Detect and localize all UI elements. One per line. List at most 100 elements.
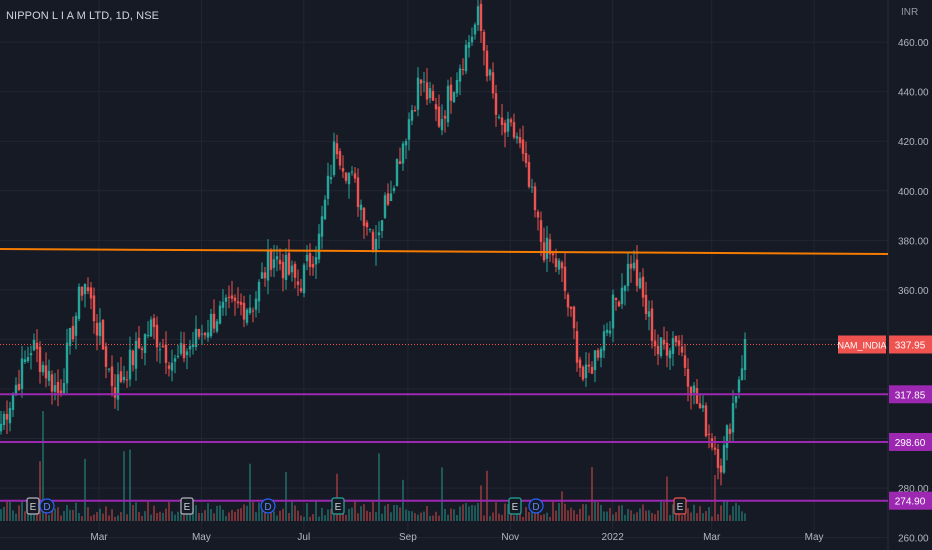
volume-bar [735, 502, 737, 521]
candle-body [518, 137, 522, 144]
volume-bar [498, 513, 500, 521]
candle-body [41, 364, 45, 373]
candle-body [347, 172, 351, 185]
volume-bar [207, 503, 209, 521]
candle-body [740, 368, 744, 381]
volume-bar [84, 458, 86, 521]
candle-body [110, 366, 114, 387]
candle-body [83, 283, 87, 295]
volume-bar [267, 514, 269, 521]
volume-bar [477, 503, 479, 521]
candle-body [635, 259, 639, 286]
volume-bar [594, 501, 596, 521]
candle-body [725, 425, 729, 448]
y-tick-label: 360.00 [898, 286, 929, 297]
candle-body [146, 335, 150, 337]
candle-body [545, 237, 549, 259]
candle-body [476, 6, 480, 25]
volume-bar [180, 511, 182, 521]
volume-bar [669, 515, 671, 521]
candle-body [698, 403, 702, 409]
candle-body [734, 395, 738, 403]
volume-bar [243, 504, 245, 521]
y-tick-label: 460.00 [898, 38, 929, 49]
volume-bar [303, 516, 305, 521]
y-tick-label: 380.00 [898, 236, 929, 247]
volume-bar [396, 505, 398, 521]
candle-body [629, 263, 633, 269]
candle-body [8, 408, 12, 424]
y-tick-label: 420.00 [898, 137, 929, 148]
candle-body [86, 287, 90, 292]
candle-body [695, 388, 699, 404]
volume-bar [714, 474, 716, 521]
volume-bar [153, 505, 155, 521]
candle-body [662, 339, 666, 345]
volume-bar [723, 501, 725, 521]
candle-body [119, 371, 123, 382]
volume-bar [354, 501, 356, 521]
candle-body [470, 36, 474, 43]
volume-bar [702, 513, 704, 521]
volume-bar [423, 511, 425, 521]
event-marker-symbol: D [532, 502, 539, 513]
x-tick-label: May [192, 532, 211, 543]
y-tick-label: 260.00 [898, 534, 929, 545]
volume-bar [465, 503, 467, 521]
volume-bar [237, 509, 239, 521]
volume-bar [117, 515, 119, 521]
last-price-tag [889, 335, 932, 354]
candle-body [689, 386, 693, 396]
candle-body [275, 256, 279, 260]
dividend-marker: D [260, 498, 276, 514]
earnings-marker-box [26, 497, 40, 515]
volume-bar [138, 512, 140, 521]
volume-bar [72, 509, 74, 521]
candle-body [80, 286, 84, 296]
candle-body [47, 370, 51, 381]
candle-body [389, 193, 393, 202]
candle-body [521, 139, 525, 154]
candle-body [461, 69, 465, 71]
volume-bar [567, 510, 569, 521]
candle-body [326, 175, 330, 199]
volume-bar [270, 507, 272, 521]
candle-body [668, 350, 672, 359]
candle-body [26, 356, 30, 362]
volume-bar [549, 516, 551, 521]
candle-body [743, 338, 747, 371]
candle-body [161, 345, 165, 348]
volume-bar [729, 515, 731, 521]
volume-bar [555, 510, 557, 521]
volume-bar [510, 508, 512, 521]
level-price-label: 274.90 [895, 497, 926, 508]
volume-bar [39, 461, 41, 521]
volume-bar [249, 463, 251, 521]
candle-body [422, 81, 426, 83]
candle-body [503, 122, 507, 133]
volume-bar [513, 515, 515, 521]
volume-bar [12, 510, 14, 521]
candle-body [236, 301, 240, 304]
candle-body [344, 172, 348, 181]
volume-bar [561, 491, 563, 521]
volume-bar [492, 512, 494, 521]
candle-body [611, 294, 615, 329]
candle-body [647, 311, 651, 317]
volume-bar [75, 502, 77, 521]
volume-bar [576, 514, 578, 521]
candle-body [125, 379, 129, 381]
volume-bar [642, 504, 644, 521]
candle-body [185, 351, 189, 356]
candle-body [704, 405, 708, 437]
volume-bar [537, 511, 539, 521]
candle-body [458, 68, 462, 82]
candle-body [500, 117, 504, 125]
candle-body [92, 295, 96, 322]
volume-bar [741, 511, 743, 521]
volume-bar [183, 510, 185, 521]
volume-bar [615, 512, 617, 521]
candle-body [713, 447, 717, 450]
earnings-marker: E [26, 497, 40, 515]
